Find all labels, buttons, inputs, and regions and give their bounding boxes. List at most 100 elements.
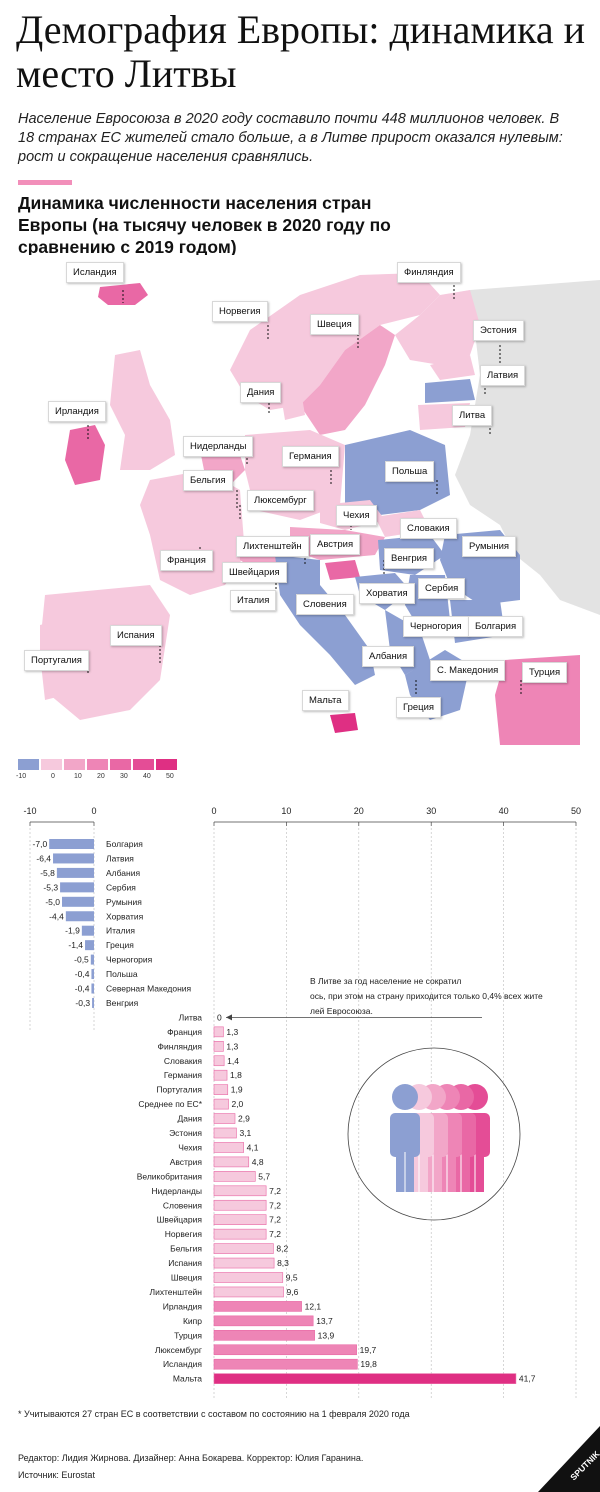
map-region-slovenia xyxy=(325,560,360,580)
bar-category-label: Португалия xyxy=(156,1085,202,1095)
map-region-denmark xyxy=(280,385,305,420)
map-label: Швеция xyxy=(310,314,359,335)
bar-value-label: 2,0 xyxy=(231,1099,243,1109)
bar xyxy=(213,1344,357,1356)
map-region-uk xyxy=(110,350,175,470)
bar xyxy=(49,839,94,849)
bar xyxy=(53,853,94,864)
bar-value-label: 4,8 xyxy=(252,1157,264,1167)
bar-category-label: Испания xyxy=(168,1258,202,1268)
bar-category-label: Турция xyxy=(174,1330,202,1340)
bar-value-label: -1,4 xyxy=(68,940,83,950)
bar-category-label: Болгария xyxy=(106,839,143,849)
bar xyxy=(65,911,94,922)
bar-category-label: Словакия xyxy=(164,1056,203,1066)
map-legend: -10 0 10 20 30 40 50 xyxy=(16,757,179,780)
bar-category-label: Северная Македония xyxy=(106,984,192,994)
legend-swatch xyxy=(87,759,108,770)
bar-value-label: 1,9 xyxy=(231,1085,243,1095)
bar xyxy=(56,867,94,878)
map-label: Италия xyxy=(230,590,277,611)
pos-axis-tick: 30 xyxy=(426,806,436,816)
bar-value-label: 1,3 xyxy=(226,1041,238,1051)
bar xyxy=(213,1301,302,1312)
legend-tick: 50 xyxy=(166,773,174,780)
bar-category-label: Исландия xyxy=(163,1359,202,1369)
map-region-ireland xyxy=(65,425,105,485)
map-label: Словакия xyxy=(400,518,457,539)
bar xyxy=(213,1228,267,1240)
bar-category-label: Кипр xyxy=(183,1316,202,1326)
bar xyxy=(213,1373,517,1384)
bar xyxy=(213,1286,284,1298)
map-label: Германия xyxy=(282,446,339,467)
map-label: Дания xyxy=(240,382,282,403)
bar-value-label: 1,3 xyxy=(226,1027,238,1037)
pos-axis-tick: 40 xyxy=(499,806,509,816)
annotation-line: ось, при этом на страну приходится тольк… xyxy=(310,991,543,1001)
annotation-line: В Литве за год население не сократил xyxy=(310,976,461,986)
bar xyxy=(91,983,94,994)
map-label: Португалия xyxy=(24,650,89,671)
bar-category-label: Черногория xyxy=(106,955,153,965)
legend-swatch xyxy=(41,759,62,770)
bar-category-label: Великобритания xyxy=(137,1171,203,1181)
bar xyxy=(213,1084,229,1095)
map-label: Испания xyxy=(110,625,162,646)
legend-swatch xyxy=(18,759,39,770)
bar-value-label: 7,2 xyxy=(269,1215,281,1225)
bar-value-label: 4,1 xyxy=(247,1142,259,1152)
bar-value-label: -1,9 xyxy=(65,926,80,936)
bar-category-label: Эстония xyxy=(169,1128,202,1138)
bar-value-label: -5,8 xyxy=(40,868,55,878)
bar-category-label: Словения xyxy=(163,1200,203,1210)
legend-tick: 10 xyxy=(74,773,82,780)
bar xyxy=(213,1243,274,1254)
accent-bar xyxy=(18,180,72,185)
map-label: Франция xyxy=(160,550,213,571)
bar-value-label: -0,3 xyxy=(75,998,90,1008)
footnote: * Учитываются 27 стран ЕС в соответствии… xyxy=(18,1409,410,1419)
bar-category-label: Греция xyxy=(106,940,134,950)
map-label: Турция xyxy=(522,662,568,683)
bar-value-label: 8,2 xyxy=(276,1244,288,1254)
map-region-sweden xyxy=(300,325,395,435)
bar-value-label: 2,9 xyxy=(238,1114,250,1124)
bar-category-label: Румыния xyxy=(106,897,142,907)
bar-value-label: 19,7 xyxy=(360,1345,377,1355)
bar-category-label: Италия xyxy=(106,926,135,936)
map-region-estonia xyxy=(430,355,475,380)
map-label: Литва xyxy=(452,405,493,426)
credits-block: Редактор: Лидия Жирнова. Дизайнер: Анна … xyxy=(18,1450,363,1484)
bar-category-label: Бельгия xyxy=(170,1244,202,1254)
bar xyxy=(213,1113,236,1124)
bar-category-label: Польша xyxy=(106,969,138,979)
bar-value-label: -7,0 xyxy=(33,839,48,849)
bar-category-label: Люксембург xyxy=(155,1345,202,1355)
map-label: Чехия xyxy=(336,505,377,526)
bar xyxy=(213,1171,256,1182)
map-label: Норвегия xyxy=(212,301,268,322)
bar-value-label: 3,1 xyxy=(239,1128,251,1138)
pos-axis-tick: 50 xyxy=(571,806,581,816)
person-icon-head xyxy=(392,1084,418,1110)
map-label: Румыния xyxy=(462,536,517,557)
bar xyxy=(213,1041,224,1052)
bar-category-label: Сербия xyxy=(106,882,136,892)
map-label: Лихтенштейн xyxy=(236,536,309,557)
map-label: Латвия xyxy=(480,365,526,386)
bar xyxy=(81,925,94,936)
bar-value-label: 19,8 xyxy=(360,1359,377,1369)
bar xyxy=(213,1055,225,1067)
bar xyxy=(213,1185,267,1197)
bar-category-label: Среднее по ЕС* xyxy=(138,1099,202,1109)
map-label: Финляндия xyxy=(397,262,461,283)
bar-category-label: Хорватия xyxy=(106,911,144,921)
map-label: Нидерланды xyxy=(183,436,254,457)
bar xyxy=(213,1069,228,1081)
map-region-latvia xyxy=(425,379,475,403)
map-label: Исландия xyxy=(66,262,124,283)
bar xyxy=(91,969,94,980)
map-region-norway xyxy=(230,273,440,410)
map-region-russia xyxy=(455,280,600,615)
